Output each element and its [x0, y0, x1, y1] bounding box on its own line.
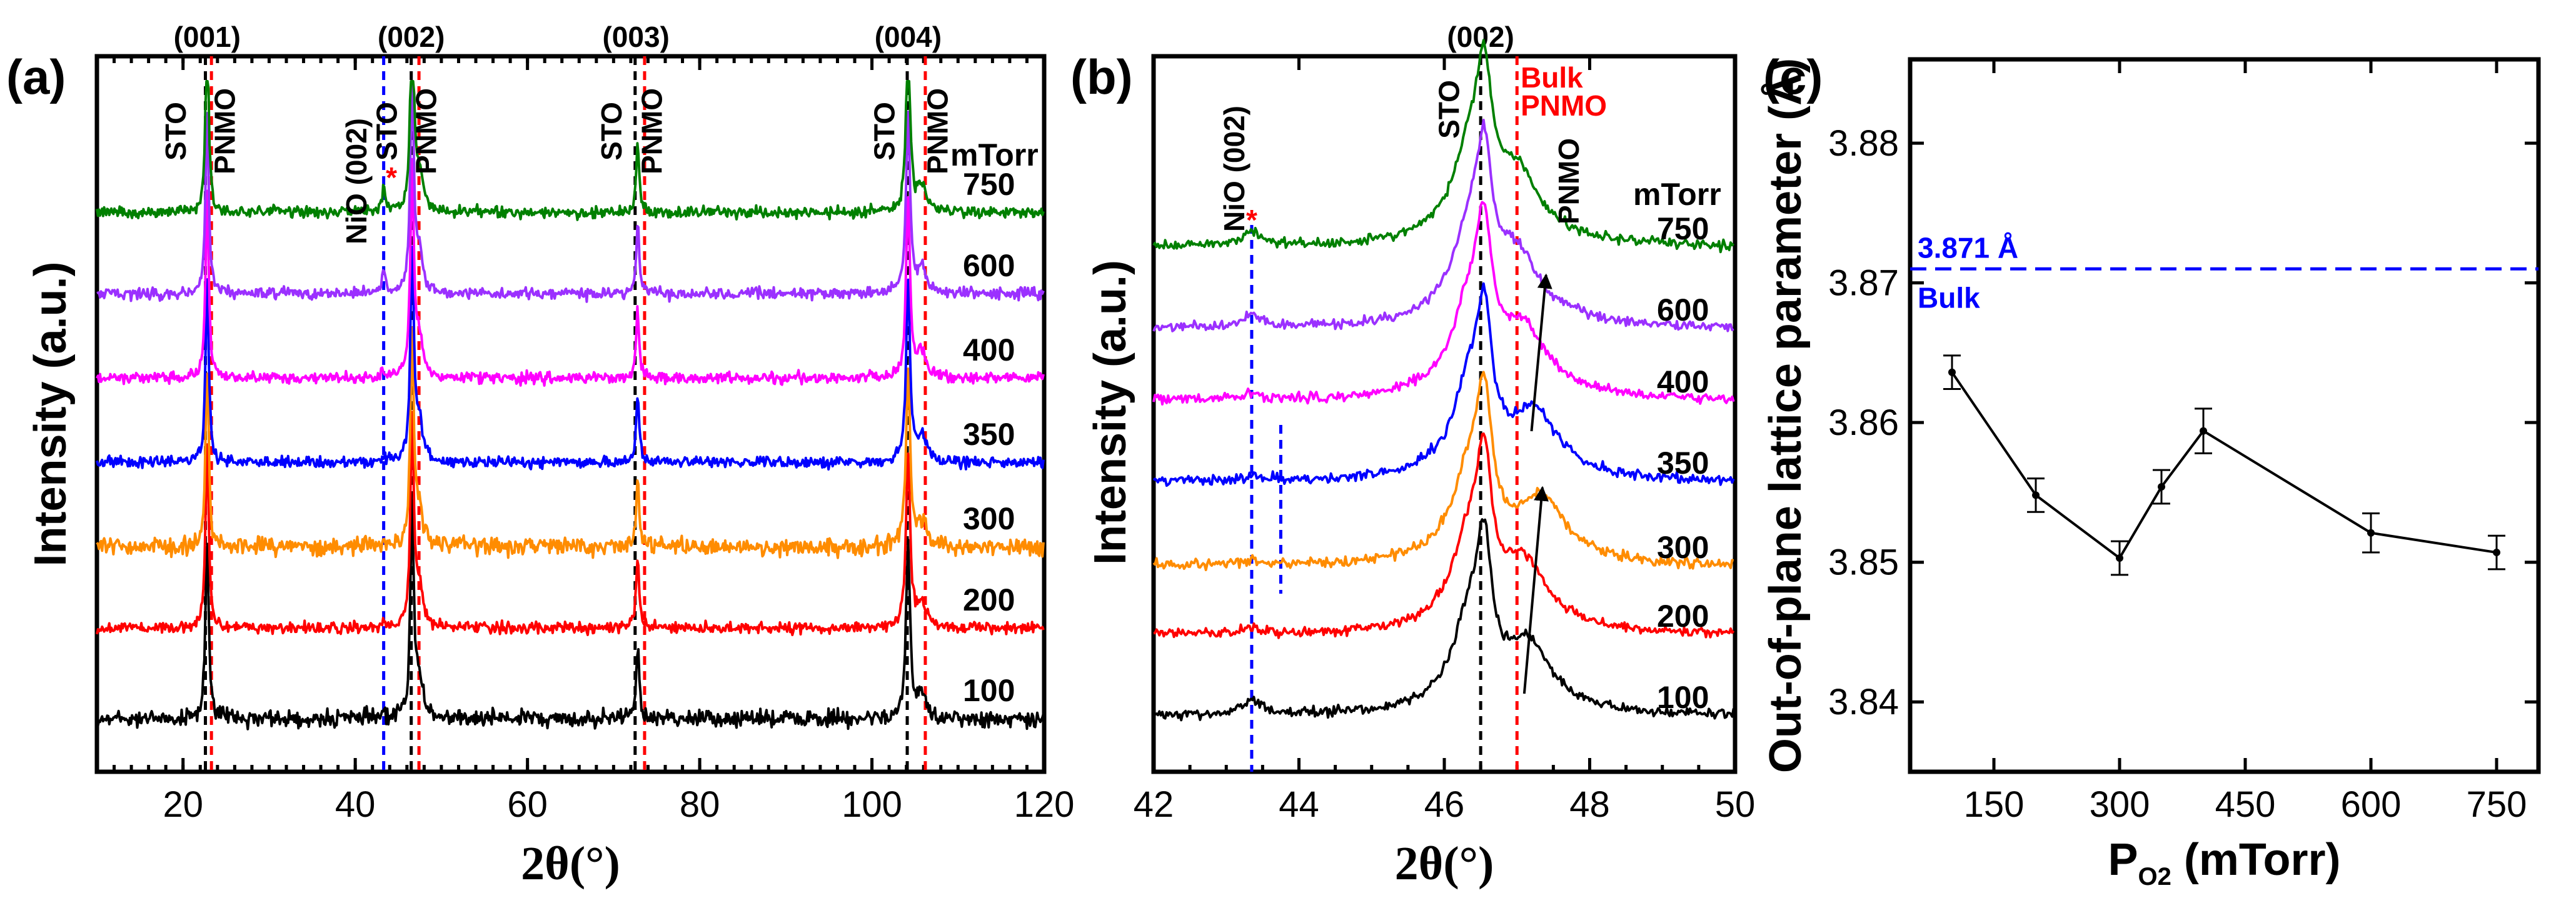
panel-c-xlabel-sub: O2 — [2138, 863, 2171, 891]
panel-a-trace-350 — [96, 245, 1045, 471]
panel-b-trace-350 — [1152, 282, 1735, 487]
panel-a-series-label-100: 100 — [963, 673, 1015, 708]
panel-b-bulk-pnmo-label: PNMO — [1521, 89, 1607, 122]
panel-b-series-label-350: 350 — [1657, 446, 1709, 481]
panel-c-data-line — [1951, 371, 2497, 560]
panel-a-sto-annotation: STO — [159, 102, 192, 161]
panel-c-xlabel-unit: (mTorr) — [2171, 835, 2341, 885]
panel-c-label: (c) — [1763, 49, 1823, 104]
panel-a-series-label-400: 400 — [963, 332, 1015, 367]
panel-a-trace-300 — [96, 326, 1045, 559]
panel-b-pnmo-annotation: PNMO — [1552, 138, 1585, 224]
panel-b-ylabel: Intensity (a.u.) — [1085, 260, 1135, 565]
panel-a-pnmo-annotation: PNMO — [922, 88, 954, 174]
panel-a-pnmo-annotation: PNMO — [410, 88, 443, 174]
panel-b-trace-750 — [1152, 39, 1735, 254]
panel-b-series-label-300: 300 — [1657, 530, 1709, 565]
panel-a-xtick-label: 20 — [163, 784, 203, 825]
panel-b-unit-label: mTorr — [1633, 177, 1721, 212]
panel-c-xlabel-p: P — [2108, 835, 2138, 885]
panel-b-arrow-lower — [1522, 486, 1549, 694]
panel-c-bulk-value-label: 3.871 Å — [1918, 231, 2018, 264]
panel-b-nio-annotation: NiO (002) — [1218, 106, 1250, 232]
panel-b-series-label-200: 200 — [1657, 599, 1709, 634]
panel-a-frame — [94, 54, 1047, 774]
panel-b-xtick-label: 50 — [1715, 784, 1756, 825]
panel-a-series-label-200: 200 — [963, 582, 1015, 617]
panel-c-ytick-label: 3.87 — [1828, 263, 1899, 304]
panel-a-xtick-label: 100 — [842, 784, 902, 825]
panel-b-xtick-label: 48 — [1569, 784, 1610, 825]
panel-b-series-label-600: 600 — [1657, 292, 1709, 327]
panel-b-sto-annotation: STO — [1432, 80, 1465, 139]
panel-a-star: * — [386, 161, 397, 194]
panel-a-pnmo-annotation: PNMO — [635, 88, 668, 174]
panel-c-xlabel: PO2 (mTorr) — [2108, 835, 2340, 891]
panel-c-xtick-label: 450 — [2215, 784, 2276, 825]
panel-b-xtick-label: 46 — [1424, 784, 1465, 825]
panel-c-data-point — [2200, 427, 2207, 435]
panel-b-star: * — [1246, 204, 1257, 236]
panel-c-data-point — [2032, 491, 2040, 499]
panel-c-xtick-label: 600 — [2341, 784, 2402, 825]
panel-a-unit-label: mTorr — [950, 137, 1039, 172]
panel-c-frame — [1908, 57, 2541, 774]
panel-a-xtick-label: 40 — [335, 784, 376, 825]
panel-a-sto-annotation: STO — [595, 102, 628, 161]
panel-c-data-point — [2116, 554, 2123, 562]
panel-b-series-label-750: 750 — [1657, 211, 1709, 246]
panel-a-series-label-300: 300 — [963, 501, 1015, 536]
panel-a-trace-100 — [96, 499, 1045, 731]
panel-a-xtick-label: 60 — [507, 784, 548, 825]
panel-a-series-label-350: 350 — [963, 417, 1015, 452]
panel-a-nio-annotation: NiO (002) — [340, 118, 373, 244]
panel-b-trace-100 — [1152, 518, 1735, 722]
panel-c-bulk-label: Bulk — [1918, 281, 1980, 314]
panel-b-series-label-400: 400 — [1657, 364, 1709, 399]
panel-c-data-point — [2367, 529, 2375, 537]
panel-c-ytick-label: 3.88 — [1828, 123, 1899, 164]
panel-b-series-label-100: 100 — [1657, 680, 1709, 715]
panel-c-data-point — [2493, 549, 2500, 557]
panel-a-peak-label: (004) — [875, 21, 942, 53]
panel-c-ytick-label: 3.84 — [1828, 682, 1899, 722]
panel-b-label: (b) — [1070, 49, 1133, 104]
panel-a-xtick-label: 120 — [1014, 784, 1075, 825]
panel-c-ylabel: Out-of-plane lattice parameter (Å) — [1761, 58, 1811, 773]
panel-c-data-point — [2158, 483, 2165, 491]
panel-b-xtick-label: 44 — [1279, 784, 1319, 825]
panel-c-xtick-label: 750 — [2467, 784, 2527, 825]
panel-a-sto-annotation: STO — [868, 102, 900, 161]
panel-a-label: (a) — [6, 49, 66, 104]
panel-c-ytick-label: 3.86 — [1828, 402, 1899, 443]
panel-c-xtick-label: 300 — [2090, 784, 2150, 825]
panel-c-ytick-label: 3.85 — [1828, 542, 1899, 583]
panel-b-trace-200 — [1153, 432, 1735, 639]
panel-b-trace-400 — [1152, 201, 1735, 406]
panel-a-xtick-label: 80 — [680, 784, 720, 825]
panel-a-trace-400 — [96, 157, 1045, 387]
panel-a-trace-200 — [96, 411, 1045, 636]
panel-c-data-point — [1948, 368, 1956, 376]
panel-b-xlabel: 2θ(°) — [1395, 837, 1494, 890]
panel-a-trace-600 — [96, 80, 1045, 303]
panel-a-peak-label: (001) — [174, 21, 241, 53]
panel-a-peak-label: (003) — [602, 21, 669, 53]
panel-a-xlabel: 2θ(°) — [521, 837, 620, 890]
panel-a-series-label-750: 750 — [963, 167, 1015, 202]
panel-a-sto-annotation: STO — [370, 102, 403, 161]
panel-b-trace-300 — [1152, 371, 1734, 571]
panel-a-ylabel: Intensity (a.u.) — [26, 261, 76, 566]
panel-a-peak-label: (002) — [378, 21, 445, 53]
panel-a-series-label-600: 600 — [963, 248, 1015, 283]
panel-b-bulk-label: Bulk — [1521, 61, 1583, 94]
panel-b-arrow-upper — [1530, 273, 1552, 432]
panel-c-xtick-label: 150 — [1964, 784, 2025, 825]
panel-a-trace-750 — [96, 80, 1045, 221]
panel-b-trace-600 — [1152, 119, 1734, 332]
panel-a-pnmo-annotation: PNMO — [208, 88, 241, 174]
panel-b-xtick-label: 42 — [1134, 784, 1174, 825]
